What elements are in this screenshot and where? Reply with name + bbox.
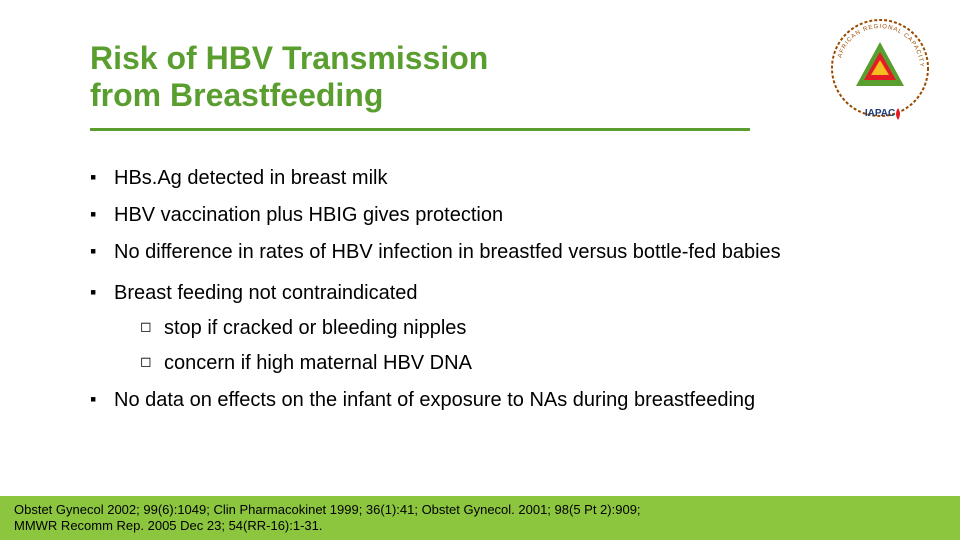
bullet-marker-l1: ▪	[90, 165, 114, 190]
content-area: ▪HBs.Ag detected in breast milk▪HBV vacc…	[90, 155, 920, 414]
bullet-l1: ▪No data on effects on the infant of exp…	[90, 387, 920, 414]
footer-bar: Obstet Gynecol 2002; 99(6):1049; Clin Ph…	[0, 496, 960, 540]
title-block: Risk of HBV Transmission from Breastfeed…	[90, 40, 488, 114]
bullet-text-l2: concern if high maternal HBV DNA	[164, 350, 920, 377]
footer-citation: Obstet Gynecol 2002; 99(6):1049; Clin Ph…	[14, 502, 641, 535]
title-line-2: from Breastfeeding	[90, 77, 488, 114]
bullet-l1: ▪Breast feeding not contraindicated	[90, 280, 920, 307]
logo-inner-text: IAPAC	[865, 108, 895, 119]
bullet-marker-l1: ▪	[90, 202, 114, 227]
footer-line-2: MMWR Recomm Rep. 2005 Dec 23; 54(RR-16):…	[14, 518, 323, 533]
bullet-text-l1: HBV vaccination plus HBIG gives protecti…	[114, 202, 920, 229]
bullet-l1: ▪No difference in rates of HBV infection…	[90, 239, 920, 266]
bullet-marker-l2: ◻	[140, 350, 164, 372]
bullet-l1: ▪HBs.Ag detected in breast milk	[90, 165, 920, 192]
bullet-text-l1: Breast feeding not contraindicated	[114, 280, 920, 307]
title-line-1: Risk of HBV Transmission	[90, 40, 488, 77]
bullet-text-l1: No difference in rates of HBV infection …	[114, 239, 920, 266]
logo: AFRICAN REGIONAL CAPACITY-BUILDING HUB I…	[820, 8, 940, 128]
bullet-marker-l2: ◻	[140, 315, 164, 337]
bullet-l2: ◻stop if cracked or bleeding nipples	[140, 315, 920, 342]
bullet-l2: ◻concern if high maternal HBV DNA	[140, 350, 920, 377]
bullet-text-l1: No data on effects on the infant of expo…	[114, 387, 920, 414]
bullet-marker-l1: ▪	[90, 280, 114, 305]
slide: Risk of HBV Transmission from Breastfeed…	[0, 0, 960, 540]
bullet-text-l1: HBs.Ag detected in breast milk	[114, 165, 920, 192]
bullet-marker-l1: ▪	[90, 387, 114, 412]
bullet-text-l2: stop if cracked or bleeding nipples	[164, 315, 920, 342]
bullet-l1: ▪HBV vaccination plus HBIG gives protect…	[90, 202, 920, 229]
logo-svg: AFRICAN REGIONAL CAPACITY-BUILDING HUB I…	[820, 8, 940, 128]
title-underline	[90, 128, 750, 131]
bullet-marker-l1: ▪	[90, 239, 114, 264]
footer-line-1: Obstet Gynecol 2002; 99(6):1049; Clin Ph…	[14, 502, 641, 517]
